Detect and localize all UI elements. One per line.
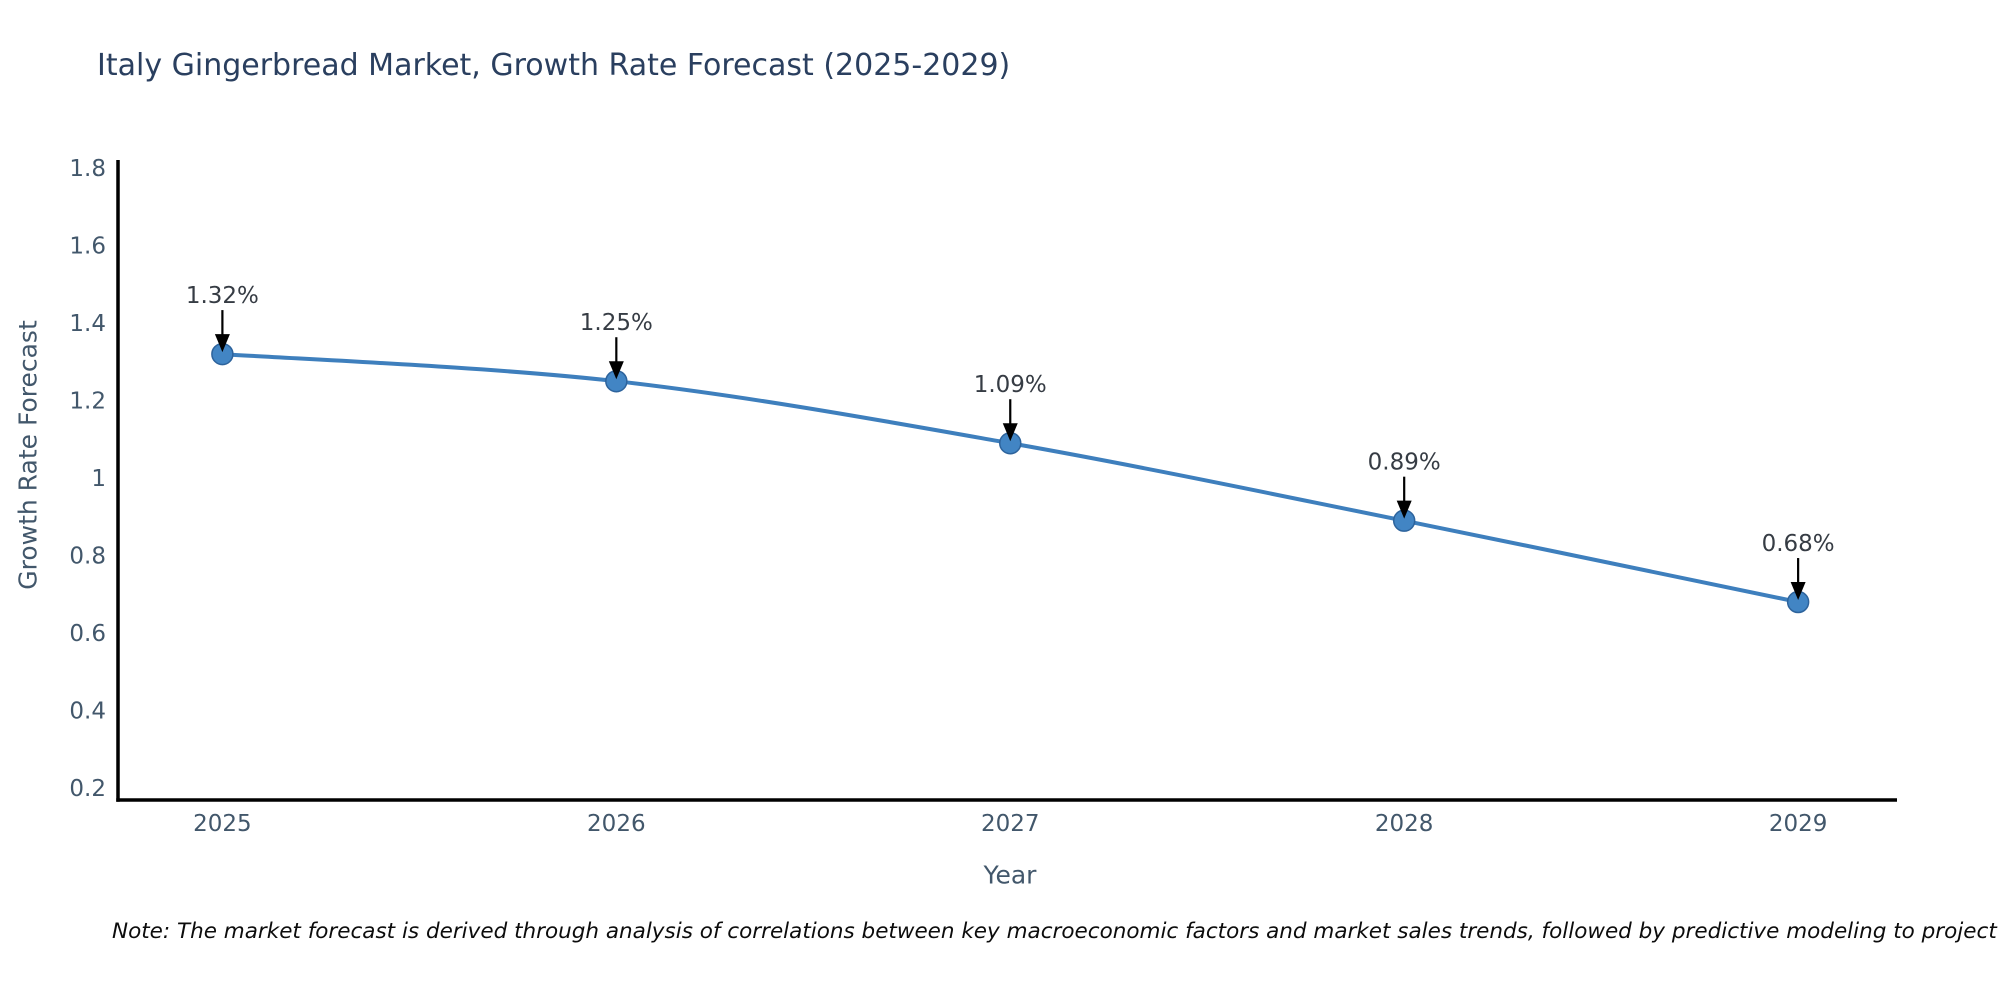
x-tick-label: 2025 [193,811,252,837]
y-tick-label: 0.4 [69,699,106,725]
annotation-label: 1.25% [580,310,653,336]
chart-title: Italy Gingerbread Market, Growth Rate Fo… [97,48,1011,83]
footnote: Note: The market forecast is derived thr… [112,919,2000,944]
annotation-arrow-head [608,361,624,380]
annotation-arrow-head [1002,423,1018,442]
x-tick-label: 2026 [587,811,646,837]
annotation-arrow-head [1790,582,1806,601]
y-tick-label: 1.6 [69,234,106,260]
x-tick-label: 2027 [981,811,1040,837]
annotation-arrow-head [214,334,230,353]
x-axis-title: Year [983,860,1037,890]
y-tick-label: 0.6 [69,621,106,647]
x-tick-label: 2028 [1375,811,1434,837]
y-tick-label: 0.8 [69,544,106,570]
y-tick-label: 1.8 [69,156,106,182]
y-tick-label: 1.4 [69,311,106,337]
annotation-label: 0.89% [1368,450,1441,476]
y-tick-label: 1.2 [69,389,106,415]
annotation-label: 1.32% [186,283,259,309]
annotation-label: 1.09% [974,372,1047,398]
y-tick-label: 0.2 [69,776,106,802]
annotation-arrow-head [1396,500,1412,519]
x-tick-label: 2029 [1769,811,1828,837]
y-tick-label: 1 [91,466,106,492]
annotation-label: 0.68% [1762,531,1835,557]
